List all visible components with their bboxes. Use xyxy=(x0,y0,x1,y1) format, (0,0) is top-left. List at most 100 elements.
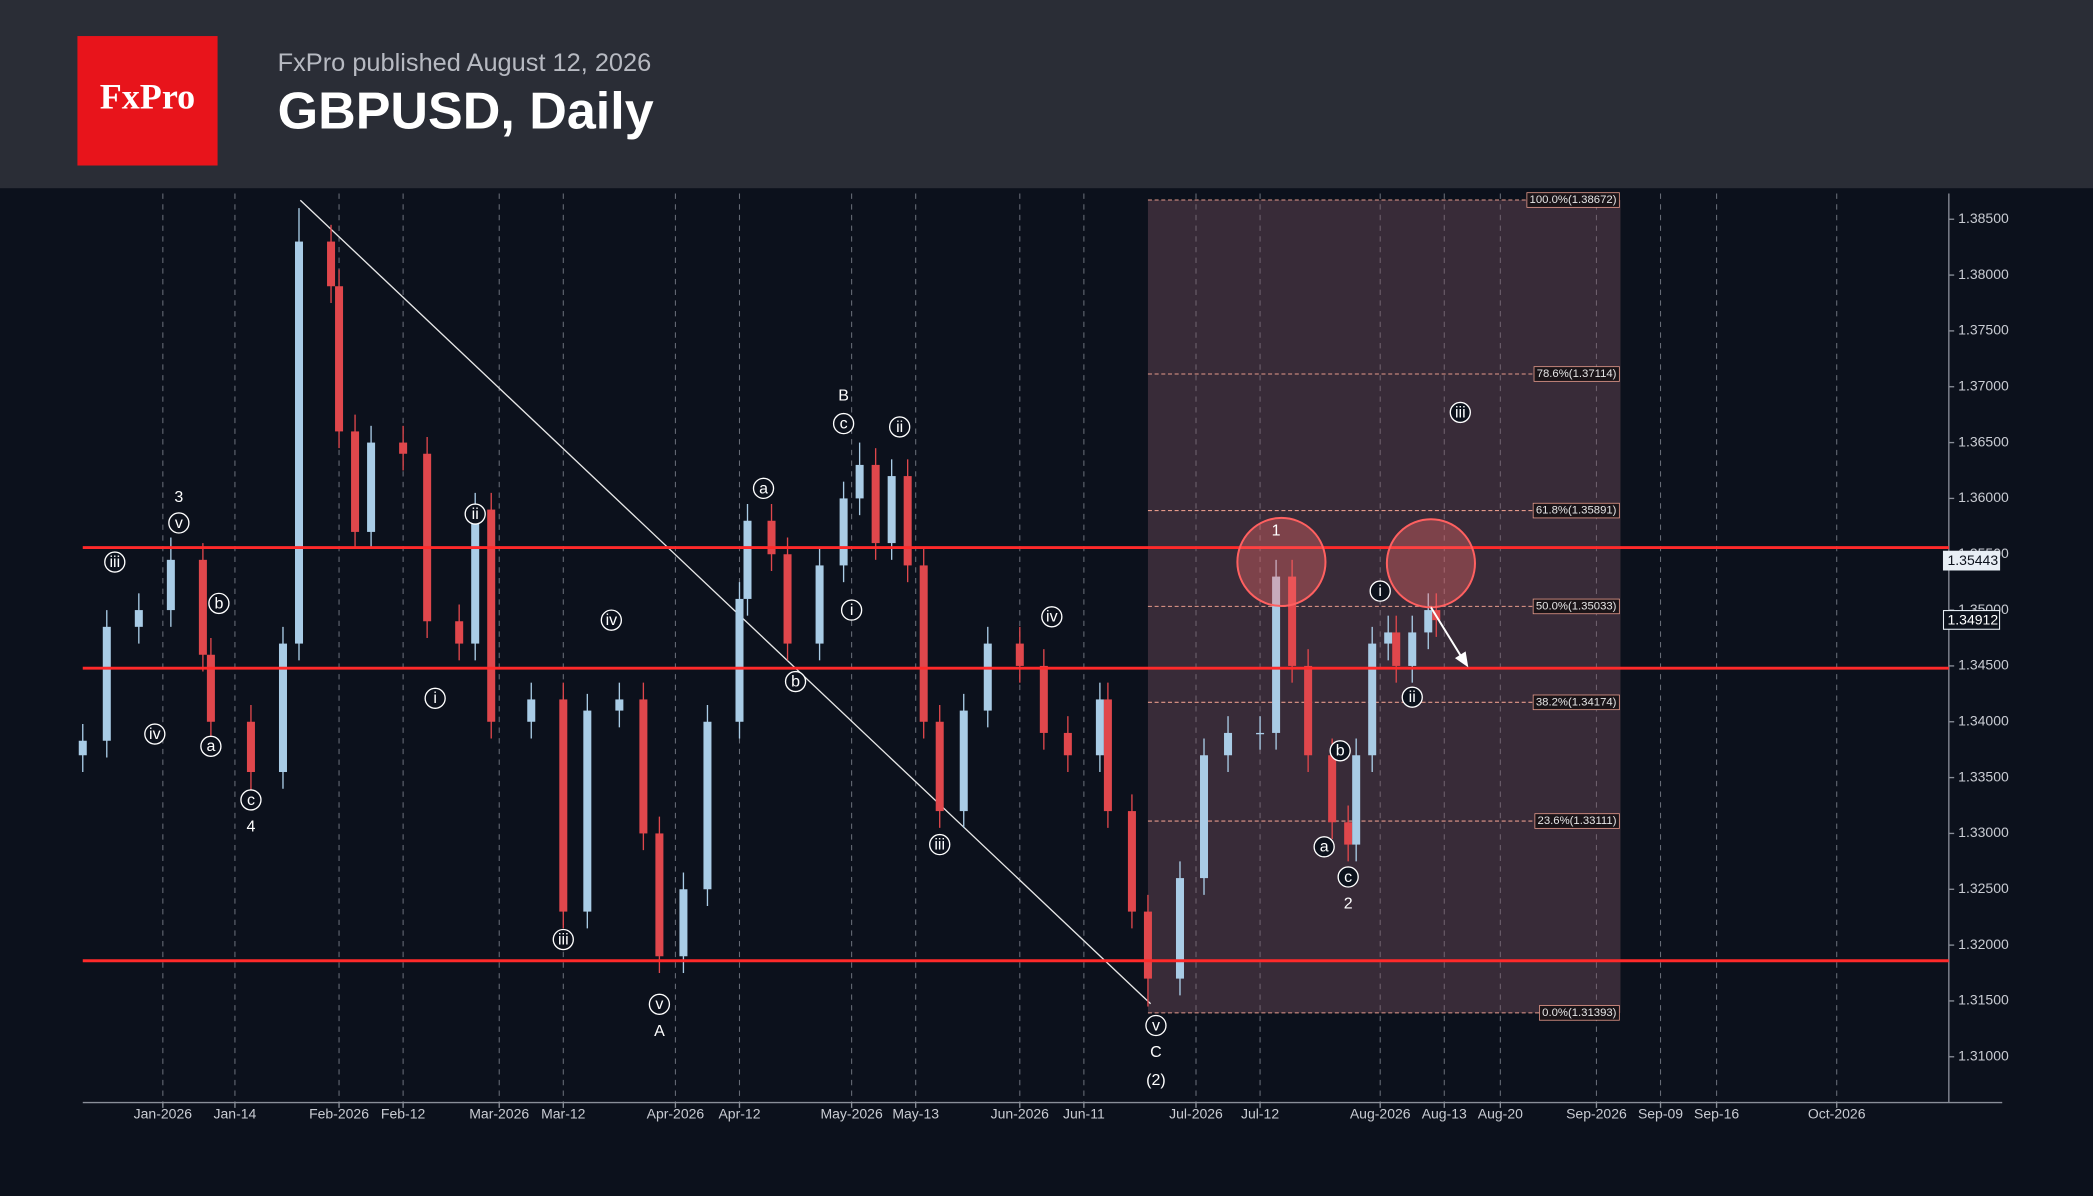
candle-body xyxy=(471,509,480,644)
candle-body xyxy=(1103,699,1112,812)
y-tick-label: 1.38500 xyxy=(1958,210,2009,226)
y-tick-label: 1.36500 xyxy=(1958,433,2009,449)
fib-label-box xyxy=(1532,502,1620,519)
candle-body xyxy=(198,559,207,655)
highlight-circle xyxy=(1236,516,1327,608)
x-tick-label: Jan-14 xyxy=(214,1105,257,1121)
candle-body xyxy=(1175,878,1184,979)
wave-marker xyxy=(1313,836,1335,858)
wave-marker xyxy=(1041,606,1063,628)
candle-body xyxy=(1368,643,1377,756)
candle-body xyxy=(559,699,568,912)
wave-marker xyxy=(888,416,911,438)
candle-body xyxy=(1352,755,1361,845)
candle-body xyxy=(1224,732,1233,756)
candle-body xyxy=(1408,632,1417,666)
fib-label-box xyxy=(1534,813,1620,829)
wave-label: i xyxy=(1378,583,1382,600)
wave-label: c xyxy=(840,415,848,432)
wave-marker xyxy=(424,687,446,709)
fib-label-box xyxy=(1539,1005,1620,1021)
wave-label: iii xyxy=(558,931,569,948)
wave-marker xyxy=(929,833,951,856)
projection-arrow xyxy=(1430,606,1464,660)
fib-label: 50.0%(1.35033) xyxy=(1536,600,1617,612)
x-tick-label: Sep-2026 xyxy=(1566,1105,1627,1121)
title: GBPUSD, Daily xyxy=(278,83,654,141)
fib-label: 38.2%(1.34174) xyxy=(1536,696,1617,708)
wave-label: (2) xyxy=(1146,1072,1166,1089)
wave-marker xyxy=(600,609,623,631)
x-tick-label: Mar-12 xyxy=(541,1105,586,1121)
wave-label: a xyxy=(759,480,768,497)
candle-body xyxy=(1272,576,1281,733)
logo-box xyxy=(77,36,218,166)
x-tick-label: Aug-2026 xyxy=(1350,1105,1411,1121)
fib-label: 61.8%(1.35891) xyxy=(1536,505,1617,517)
fib-label-box xyxy=(1526,192,1620,208)
x-tick-label: Aug-13 xyxy=(1422,1105,1467,1121)
wave-marker xyxy=(1337,866,1359,888)
candle-body xyxy=(935,721,944,812)
x-tick-label: Aug-20 xyxy=(1478,1105,1523,1121)
wave-label: b xyxy=(791,673,800,690)
candle-body xyxy=(1288,576,1297,666)
wave-marker xyxy=(144,723,166,745)
y-tick-label: 1.38000 xyxy=(1958,266,2009,282)
candle-body xyxy=(246,721,255,773)
y-tick-label: 1.34500 xyxy=(1958,657,2009,673)
candle-body xyxy=(1304,665,1313,756)
wave-marker xyxy=(1449,401,1471,424)
trendline xyxy=(299,199,1152,1005)
candle-body xyxy=(919,565,928,722)
candle-body xyxy=(1127,811,1136,912)
candle-body xyxy=(1063,732,1072,756)
fib-label: 78.6%(1.37114) xyxy=(1537,368,1617,380)
candle-body xyxy=(1256,732,1265,735)
candle-body xyxy=(887,476,896,544)
wave-label: iv xyxy=(149,726,161,743)
y-tick-label: 1.31000 xyxy=(1958,1047,2009,1063)
y-tick-label: 1.32000 xyxy=(1958,936,2009,952)
candle-body xyxy=(1344,822,1353,845)
x-tick-label: Oct-2026 xyxy=(1808,1105,1866,1121)
wave-marker xyxy=(1329,740,1351,762)
header-bar xyxy=(0,0,2093,189)
candle-body xyxy=(1384,632,1393,644)
fib-label-box xyxy=(1533,366,1620,382)
x-tick-label: Apr-2026 xyxy=(647,1105,705,1121)
wave-label: iii xyxy=(934,837,945,854)
wave-label: iv xyxy=(606,612,618,629)
wave-marker xyxy=(784,670,807,693)
candle-body xyxy=(703,721,712,890)
fib-label-box xyxy=(1532,598,1620,615)
x-tick-label: Jul-2026 xyxy=(1169,1105,1223,1121)
candle-body xyxy=(1200,755,1209,879)
wave-marker xyxy=(832,412,855,435)
y-tick-label: 1.37000 xyxy=(1958,377,2009,393)
wave-label: a xyxy=(206,738,215,755)
candle-body xyxy=(735,598,744,722)
y-tick-label: 1.36000 xyxy=(1958,489,2009,505)
candle-body xyxy=(134,610,143,627)
candle-body xyxy=(455,621,464,644)
wave-label: B xyxy=(838,388,849,405)
wave-marker xyxy=(1369,580,1391,602)
wave-label: a xyxy=(1320,839,1329,856)
x-tick-label: May-13 xyxy=(892,1105,939,1121)
wave-marker xyxy=(168,512,190,534)
candle-body xyxy=(166,559,175,611)
candle-body xyxy=(655,833,664,957)
x-tick-label: Feb-12 xyxy=(381,1105,426,1121)
y-tick-label: 1.32500 xyxy=(1958,880,2009,896)
wave-marker xyxy=(104,551,126,573)
wave-marker xyxy=(840,599,863,621)
candle-body xyxy=(1143,911,1152,979)
candle-body xyxy=(615,699,624,711)
candle-body xyxy=(527,699,536,722)
wave-label: C xyxy=(1150,1044,1162,1061)
price-label-box xyxy=(1942,610,2001,630)
x-tick-label: Mar-2026 xyxy=(469,1105,529,1121)
y-tick-label: 1.33500 xyxy=(1958,768,2009,784)
wave-label: 3 xyxy=(174,489,183,506)
